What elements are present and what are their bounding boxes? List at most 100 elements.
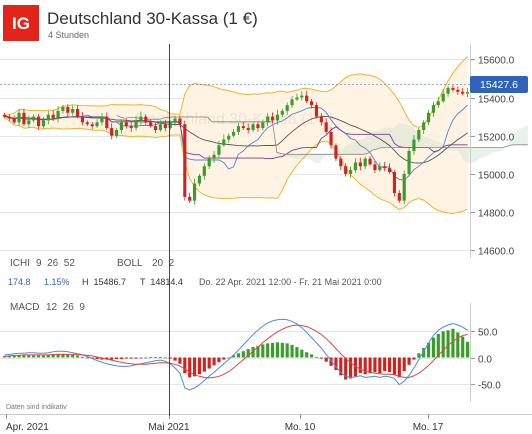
candle-body [261,122,265,129]
candle-body [402,173,406,201]
candle-body [2,114,7,117]
candle [344,163,348,177]
bollinger-upper [4,56,468,129]
macd-bar [7,355,11,358]
candle-body [32,116,36,121]
candle [280,108,284,118]
candle-body [17,112,21,123]
macd-grid [0,331,470,385]
candle [71,105,75,116]
candle [114,127,119,139]
candle-body [202,166,206,176]
candle [144,114,148,126]
macd-bar [124,357,128,359]
macd-bar [32,355,36,358]
macd-bar [334,357,338,371]
candle [236,122,241,136]
candle [383,161,387,172]
candle [373,161,377,174]
candle-body [85,122,89,125]
candle [212,151,216,163]
stat-pct: 1.15% [44,277,70,287]
macd-bar [461,336,465,358]
bollinger-band-fill [4,56,468,214]
time-tick-label: Mai 2021 [148,422,190,433]
candle [207,155,211,169]
candle-body [295,97,299,100]
macd-bar [275,342,280,358]
macd-label: MACD [10,302,39,313]
candle-body [368,158,372,165]
candle [441,88,445,103]
candle [36,113,41,130]
macd-bar [51,354,55,358]
candle [270,112,275,123]
candle [46,110,50,125]
macd-bar [222,357,226,360]
candle [119,119,124,134]
macd-bar [280,342,284,358]
candle-body [309,101,314,106]
candle-body [280,110,284,115]
macd-bar [270,342,275,358]
chart-watermark: Deutschland 30-Kassa (1 €) [136,111,334,128]
candle [173,116,177,126]
candle [334,143,338,161]
candle-body [124,122,128,127]
candle [275,109,280,125]
macd-bar [36,355,41,358]
candle [456,86,460,96]
candle [241,122,245,130]
candle-body [27,120,31,125]
candle [422,119,426,134]
macd-bar [266,343,270,358]
macd-bar [41,355,46,358]
macd-bar [207,357,211,369]
macd-bar [158,356,163,358]
candle [188,192,192,203]
macd-lines [4,318,468,391]
candle [66,104,70,117]
candle [451,85,455,92]
candle-body [251,124,255,130]
candle-body [319,116,323,123]
macd-bar [231,355,236,358]
candle [183,120,187,201]
price-tick-label: 14600.0 [478,247,515,258]
candle [402,170,406,205]
candle-body [36,116,41,127]
candle [153,122,158,134]
macd-bar [392,357,397,375]
candle-body [300,95,304,98]
candle-body [212,154,216,159]
macd-bar [139,357,143,359]
macd-bar [202,357,206,372]
macd-bar [188,357,192,378]
macd-panel[interactable]: MACD 12 26 9 50.0 0.0 -50.0 [0,302,501,402]
candle-body [105,116,109,129]
candle-body [426,112,431,123]
candle-body [456,89,460,92]
disclaimer: Daten sind indikativ [6,404,67,411]
candle-body [392,172,397,194]
macd-bar [358,357,362,374]
candle-body [465,92,470,94]
candle-body [149,122,153,127]
macd-tick-label: -50.0 [478,381,501,392]
macd-bar [407,357,411,365]
candle [431,101,436,117]
time-axis: Apr. 2021 Mai 2021 Mo. 10 Mo. 17 [6,414,444,433]
price-panel[interactable]: Deutschland 30-Kassa (1 €) 14600.0 14800.… [0,44,528,258]
candle [105,112,109,131]
candle-body [7,116,11,119]
candle [392,169,397,197]
candle-body [412,139,416,151]
candle-body [163,124,167,129]
macd-bar [192,357,197,377]
macd-bar [173,357,177,361]
candle [412,134,416,155]
candle [110,123,114,140]
candle-body [153,126,158,130]
candle-body [334,145,338,159]
macd-histogram [2,328,470,380]
